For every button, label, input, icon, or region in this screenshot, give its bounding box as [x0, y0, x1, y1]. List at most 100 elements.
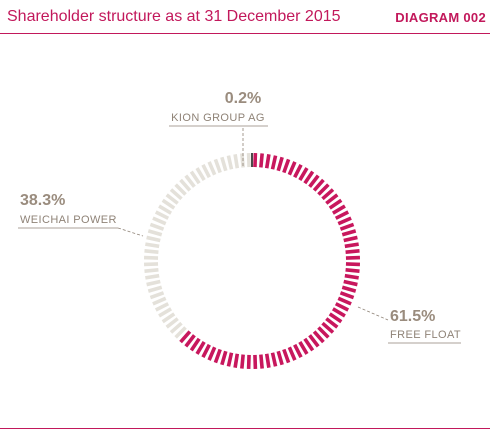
slice-tick-free-float — [339, 291, 355, 300]
slice-tick-free-float — [293, 343, 303, 359]
slice-tick-free-float — [270, 352, 278, 367]
slice-tick-weichai-power — [144, 268, 159, 273]
slice-tick-weichai-power — [161, 312, 176, 324]
label-weichai-leader — [117, 227, 144, 237]
slice-tick-free-float — [345, 268, 360, 273]
slice-tick-free-float — [201, 343, 211, 359]
slice-tick-free-float — [270, 155, 278, 170]
slice-tick-free-float — [195, 340, 206, 355]
slice-tick-free-float — [287, 161, 297, 176]
slice-tick-weichai-power — [169, 321, 183, 334]
slice-tick-weichai-power — [165, 317, 179, 329]
slice-tick-weichai-power — [207, 161, 217, 176]
label-weichai-name: WEICHAI POWER — [20, 214, 117, 226]
label-free-float-name: FREE FLOAT — [390, 329, 461, 341]
slice-tick-free-float — [308, 334, 320, 348]
slice-tick-free-float — [303, 337, 315, 352]
slice-tick-free-float — [259, 354, 264, 369]
slice-tick-free-float — [240, 354, 245, 369]
slice-tick-free-float — [189, 337, 201, 352]
slice-tick-weichai-power — [165, 193, 179, 205]
slice-tick-free-float — [341, 285, 357, 293]
slice-tick-free-float — [213, 348, 222, 364]
slice-tick-free-float — [341, 229, 357, 237]
slice-tick-free-float — [312, 330, 325, 344]
donut-ring — [143, 152, 361, 370]
slice-tick-free-float — [337, 296, 352, 306]
diagram-label: DIAGRAM 002 — [395, 10, 486, 25]
slice-tick-free-float — [312, 178, 325, 192]
label-kion-name: KION GROUP AG — [171, 112, 265, 124]
slice-tick-weichai-power — [233, 154, 240, 169]
slice-tick-weichai-power — [201, 163, 211, 179]
slice-tick-free-float — [233, 353, 240, 368]
slice-tick-free-float — [259, 153, 264, 168]
slice-tick-free-float — [321, 321, 335, 334]
slice-tick-weichai-power — [154, 302, 170, 312]
slice-tick-weichai-power — [146, 279, 161, 287]
slice-tick-weichai-power — [161, 198, 176, 210]
slice-tick-weichai-power — [146, 235, 161, 243]
label-free-float: 61.5% FREE FLOAT — [357, 306, 461, 344]
slice-tick-free-float — [179, 330, 192, 344]
slice-tick-weichai-power — [158, 204, 173, 215]
slice-tick-free-float — [321, 188, 335, 201]
slice-tick-free-float — [276, 156, 284, 172]
chart-title: Shareholder structure as at 31 December … — [7, 8, 341, 25]
slice-tick-weichai-power — [152, 216, 167, 226]
label-weichai-value: 38.3% — [20, 192, 65, 209]
slice-tick-free-float — [184, 334, 196, 348]
slice-tick-weichai-power — [149, 222, 165, 231]
slice-tick-free-float — [344, 242, 359, 249]
slice-tick-free-float — [308, 174, 320, 188]
slice-tick-free-float — [343, 279, 358, 287]
label-free-float-leader — [357, 306, 389, 321]
slice-tick-free-float — [328, 312, 343, 324]
slice-tick-weichai-power — [149, 291, 165, 300]
slice-tick-weichai-power — [144, 249, 159, 254]
slice-tick-free-float — [282, 158, 291, 174]
label-free-float-value: 61.5% — [390, 308, 435, 325]
slice-tick-free-float — [220, 350, 228, 366]
slice-tick-weichai-power — [213, 158, 222, 174]
slice-tick-free-float — [226, 352, 234, 367]
slice-tick-free-float — [325, 317, 339, 329]
slice-tick-weichai-power — [174, 183, 187, 196]
slice-tick-weichai-power — [147, 285, 163, 293]
slice-tick-free-float — [345, 249, 360, 254]
slice-tick-free-float — [276, 350, 284, 366]
label-kion: 0.2% KION GROUP AG — [169, 90, 268, 168]
slice-tick-free-float — [207, 346, 217, 361]
slice-tick-weichai-power — [189, 170, 201, 185]
slice-tick-weichai-power — [169, 188, 183, 201]
slice-tick-free-float — [264, 353, 271, 368]
slice-tick-weichai-power — [184, 174, 196, 188]
label-weichai: 38.3% WEICHAI POWER — [18, 192, 144, 237]
slice-tick-weichai-power — [220, 156, 228, 172]
slice-tick-weichai-power — [158, 307, 173, 318]
slice-tick-weichai-power — [226, 155, 234, 170]
slice-tick-free-float — [339, 222, 355, 231]
footer-rule — [0, 428, 490, 429]
slice-tick-free-float — [282, 348, 291, 364]
slice-tick-free-float — [328, 198, 343, 210]
slice-tick-weichai-power — [152, 296, 167, 306]
slice-tick-free-float — [344, 273, 359, 280]
slice-tick-free-float — [298, 167, 309, 182]
slice-tick-free-float — [317, 326, 330, 339]
slice-tick-free-float — [331, 307, 346, 318]
slice-tick-free-float — [334, 302, 350, 312]
slice-tick-free-float — [264, 154, 271, 169]
slice-tick-free-float — [334, 210, 350, 220]
slice-tick-weichai-power — [145, 273, 160, 280]
header-rule — [0, 33, 490, 34]
slice-tick-free-float — [303, 170, 315, 185]
slice-tick-weichai-power — [154, 210, 170, 220]
slice-tick-free-float — [337, 216, 352, 226]
slice-tick-weichai-power — [145, 242, 160, 249]
slice-tick-free-float — [331, 204, 346, 215]
slice-tick-free-float — [325, 193, 339, 205]
label-kion-value: 0.2% — [225, 90, 261, 107]
slice-tick-weichai-power — [147, 229, 163, 237]
